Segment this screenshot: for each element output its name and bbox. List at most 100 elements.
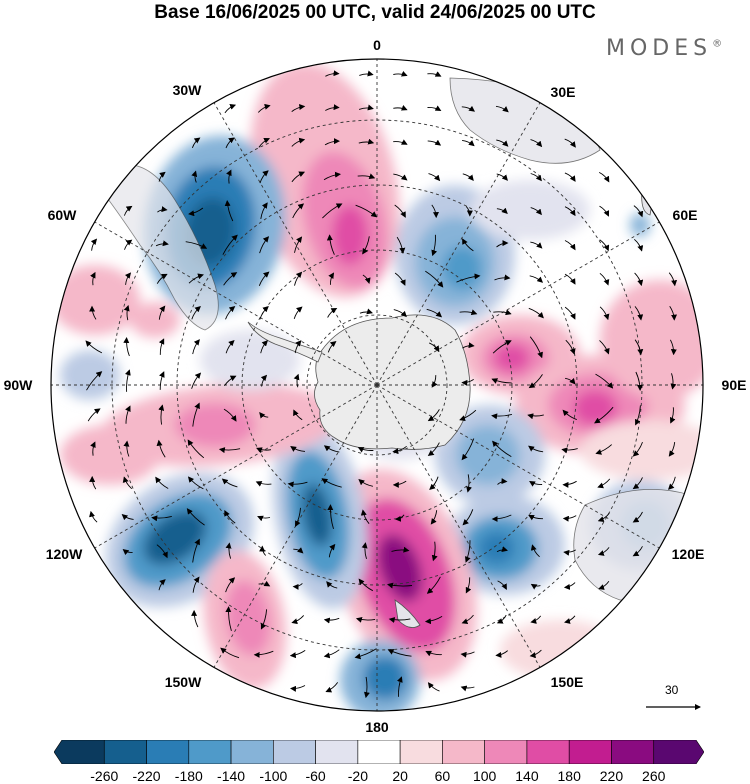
wind-arrow [222,234,238,255]
wind-arrow [218,447,241,454]
wind-arrow [565,377,576,385]
wind-arrow [156,544,168,559]
longitude-label-60w: 60W [47,207,77,223]
wind-arrow [90,271,96,286]
wind-arrow [493,309,512,316]
longitude-label-150w: 150W [164,674,202,690]
longitude-label-90e: 90E [721,377,747,393]
anomaly-patch [442,246,482,290]
wind-arrow [427,139,442,146]
wind-arrow [89,305,97,320]
anomaly-patch [175,403,255,447]
wind-arrow [159,371,165,390]
wind-arrow [89,510,98,523]
colorbar-swatch [357,740,401,764]
colorbar-swatch [54,740,105,764]
wind-arrow [290,685,306,692]
wind-arrow [495,105,509,113]
wind-arrow [392,445,407,455]
wind-arrow [530,544,540,558]
wind-arrow [188,207,204,217]
wind-arrow [291,615,305,625]
wind-arrow [257,515,271,522]
longitude-label-90w: 90W [3,377,33,393]
wind-arrow [387,582,413,589]
wind-arrow [562,515,577,522]
wind-arrow [634,272,644,287]
wind-arrow [529,649,542,658]
wind-arrow [494,274,511,281]
wind-arrow [391,546,410,553]
wind-arrow [90,441,96,456]
antarctica [314,314,471,450]
anomaly-patch [580,420,703,480]
wind-arrow [191,372,202,389]
wind-arrow [224,375,237,387]
wind-arrow [260,202,268,219]
wind-arrow [294,271,303,286]
modes-logo: MODES® [606,36,723,61]
wind-arrow [87,408,101,422]
wind-arrow [293,409,303,421]
wind-arrow [123,440,130,457]
wind-arrow [394,514,405,522]
wind-arrow [191,306,201,320]
colorbar-swatch [442,740,485,764]
wind-arrow [357,447,374,453]
wind-arrow [431,375,438,388]
wind-arrow [461,379,474,386]
wind-arrow [492,340,512,354]
wind-arrow [496,546,508,552]
wind-arrow [393,105,408,111]
wind-arrow [491,413,513,420]
wind-arrow [225,137,235,149]
wind-arrow [361,542,368,560]
wind-arrow [392,480,407,488]
wind-arrow [125,405,131,424]
meridian-line [213,102,378,386]
wind-arrow [358,479,373,487]
wind-arrow [291,103,306,112]
wind-arrow [528,307,544,319]
wind-arrow [530,139,543,148]
wind-arrow [287,481,308,488]
wind-arrow [187,439,205,459]
wind-arrow [89,475,97,490]
anomaly-patch [494,344,530,372]
wind-arrow [393,70,408,77]
wind-arrow [255,481,272,487]
wind-arrow [122,548,133,556]
colorbar-tick-label: -20 [347,768,368,784]
longitude-label-150e: 150E [550,674,584,690]
anomaly-patch [630,213,650,237]
colorbar-tick-label: 260 [642,768,666,784]
wind-arrow [460,685,475,692]
madagascar [641,173,653,216]
wind-arrow [290,446,306,452]
colorbar-swatch [526,740,570,764]
map-boundary [50,58,704,712]
wind-arrow [595,373,614,389]
wind-arrow [563,549,577,556]
anomaly-patch [51,265,140,335]
wind-arrow [323,445,340,453]
wind-arrow [594,406,614,424]
wind-arrow [225,306,236,320]
wind-arrow [358,138,375,145]
wind-arrow [462,509,474,526]
wind-arrow [358,578,374,592]
colorbar-swatch [315,740,359,764]
wind-arrow [388,617,411,623]
wind-arrow [491,514,512,522]
wind-arrow [158,338,165,355]
wind-arrow [124,239,133,250]
wind-arrow [355,616,376,623]
wind-arrow [223,272,238,286]
wind-arrow [599,340,610,355]
wind-arrow [426,308,443,318]
wind-arrow [564,206,576,217]
wind-arrow [394,272,406,286]
wind-arrow [529,275,544,283]
wind-arrow [599,272,610,286]
wind-arrow [293,547,304,554]
